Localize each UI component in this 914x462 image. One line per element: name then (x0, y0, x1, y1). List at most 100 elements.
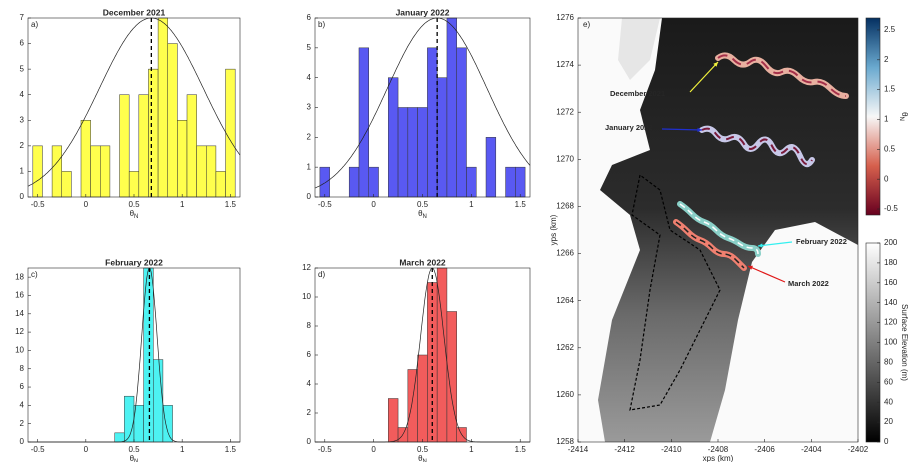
bar (388, 399, 398, 443)
y-tick-label: 7 (20, 13, 25, 22)
x-tick-label: 0.5 (128, 200, 140, 209)
y-tick-label: 1274 (556, 60, 574, 69)
y-tick-label: 4 (307, 73, 312, 82)
x-axis-label: xps (km) (703, 454, 734, 462)
x-tick-label: 1 (469, 445, 474, 454)
x-tick-label: -0.5 (31, 445, 45, 454)
bar (33, 146, 43, 197)
colorbar-tick-label: 0 (884, 437, 889, 446)
colorbar-tick-label: 0 (884, 174, 889, 183)
bar (129, 171, 139, 197)
bar (187, 95, 197, 197)
y-tick-label: 4 (20, 90, 25, 99)
x-tick-label: 0.5 (417, 445, 429, 454)
y-tick-label: 1276 (556, 13, 574, 22)
y-tick-label: 2 (307, 132, 312, 141)
x-tick-label: 1 (469, 200, 474, 209)
bar (139, 95, 149, 197)
x-tick-label: 0 (84, 200, 89, 209)
bar (62, 171, 72, 197)
panel-label: a) (31, 20, 38, 29)
x-axis-label-subscript: N (423, 214, 427, 220)
colorbar-tick-label: 2.5 (884, 25, 896, 34)
panel-label: e) (583, 20, 590, 29)
colorbar-tick-label: 200 (884, 238, 898, 247)
panel-label: b) (318, 20, 325, 29)
bar (437, 78, 447, 197)
y-tick-label: 0 (307, 437, 312, 446)
y-tick-label: 1258 (556, 437, 574, 446)
x-axis-label: θN (418, 209, 427, 219)
bar (52, 146, 62, 197)
bar (369, 167, 379, 197)
colorbar-label: Surface Elevation (m) (900, 304, 909, 381)
x-tick-label: -2414 (568, 445, 589, 454)
bar (506, 167, 516, 197)
y-tick-label: 1264 (556, 296, 574, 305)
x-axis-label-subscript: N (134, 459, 138, 462)
y-tick-label: 18 (15, 272, 24, 281)
annotation-label: January 2022 (605, 123, 653, 132)
annotation-label: March 2022 (788, 279, 829, 288)
bar (408, 108, 418, 198)
bar (158, 18, 168, 197)
x-tick-label: 0.5 (417, 200, 429, 209)
y-tick-label: 10 (302, 292, 311, 301)
bar (486, 137, 496, 197)
map-imagery (578, 18, 858, 442)
colorbar-tick-label: -0.5 (884, 204, 898, 213)
colorbar-label: θN (898, 112, 908, 121)
x-tick-label: 0 (84, 445, 89, 454)
y-tick-label: 16 (15, 291, 24, 300)
page: {"chart_data": [ {"type": "histogram", "… (0, 0, 914, 462)
bar (153, 360, 163, 442)
bar (418, 108, 428, 198)
bar (427, 48, 437, 197)
bar (349, 167, 359, 197)
y-axis-label: yps (km) (549, 214, 558, 245)
x-tick-label: -2402 (848, 445, 869, 454)
bar (466, 167, 476, 197)
colorbar-tick-label: 0.5 (884, 144, 896, 153)
y-tick-label: 4 (307, 379, 312, 388)
y-tick-label: 6 (20, 382, 25, 391)
colorbar-tick-label: 160 (884, 278, 898, 287)
bar (163, 405, 173, 442)
x-tick-label: -2410 (661, 445, 682, 454)
y-tick-label: 0 (20, 437, 25, 446)
y-tick-label: 2 (20, 141, 25, 150)
x-tick-label: -0.5 (31, 200, 45, 209)
y-tick-label: 3 (307, 103, 312, 112)
x-tick-label: 1.5 (515, 200, 527, 209)
bar (100, 146, 110, 197)
colorbar-tick-label: 140 (884, 298, 898, 307)
y-tick-label: 6 (307, 13, 312, 22)
bar (206, 146, 216, 197)
colorbar-tick-label: 2 (884, 55, 889, 64)
y-tick-label: 1270 (556, 154, 574, 163)
y-tick-label: 1268 (556, 202, 574, 211)
bar (81, 120, 91, 197)
colorbar-tick-label: 100 (884, 338, 898, 347)
bar (359, 48, 369, 197)
y-tick-label: 5 (20, 64, 25, 73)
bar (148, 69, 158, 197)
x-axis-label-subscript: N (423, 459, 427, 462)
y-tick-label: 10 (15, 346, 24, 355)
x-tick-label: -0.5 (318, 445, 332, 454)
x-tick-label: 1 (180, 200, 185, 209)
bar (226, 69, 236, 197)
x-axis-label: θN (418, 454, 427, 462)
x-axis-label: θN (130, 454, 139, 462)
x-tick-label: -2404 (801, 445, 822, 454)
x-tick-label: 0.5 (128, 445, 140, 454)
y-tick-label: 2 (20, 419, 25, 428)
y-tick-label: 1 (20, 167, 25, 176)
bar (115, 433, 125, 442)
x-tick-label: 0 (371, 445, 376, 454)
bar (320, 167, 330, 197)
bar (447, 18, 457, 197)
bar (197, 146, 207, 197)
y-tick-label: 0 (307, 192, 312, 201)
y-tick-label: 4 (20, 400, 25, 409)
